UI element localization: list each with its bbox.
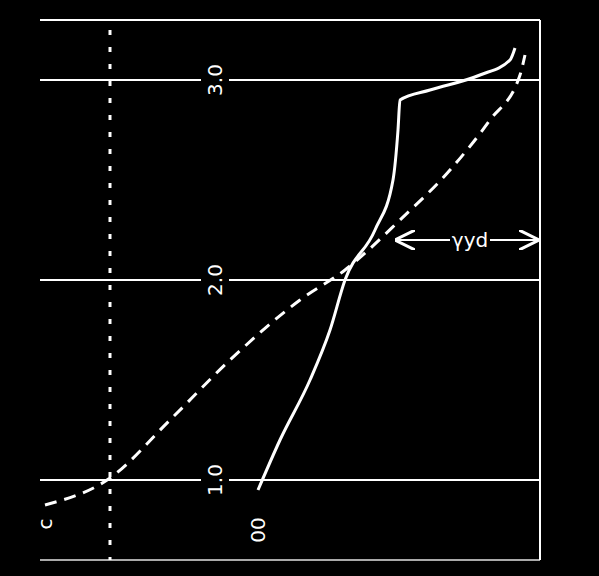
svg-text:00: 00 [246,517,270,542]
svg-text:c: c [33,519,57,530]
svg-text:γyd: γyd [452,228,488,252]
svg-text:3.0: 3.0 [203,64,227,96]
svg-text:1.0: 1.0 [203,464,227,496]
svg-text:2.0: 2.0 [203,264,227,296]
